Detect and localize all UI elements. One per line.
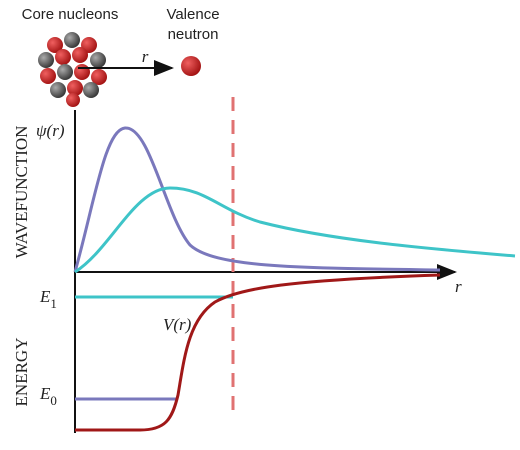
neutron: [181, 56, 201, 76]
potential: [75, 273, 441, 432]
wavefunction-halo: [74, 186, 516, 274]
nucleus: [38, 32, 107, 107]
core-label: Core nucleons: [22, 6, 119, 23]
axis-title: ENERGY: [12, 338, 31, 407]
valence-label: neutron: [168, 26, 219, 43]
x-label: r: [455, 277, 462, 296]
axis-title: WAVEFUNCTION: [12, 126, 31, 259]
potential-label: V(r): [163, 315, 192, 334]
y-label: ψ(r): [36, 121, 65, 140]
level-label: E1: [39, 287, 57, 311]
level-label: E0: [39, 384, 57, 408]
valence-label: Valence: [166, 6, 219, 23]
wavefunction-bound: [73, 126, 441, 273]
distance-label: r: [142, 47, 149, 66]
